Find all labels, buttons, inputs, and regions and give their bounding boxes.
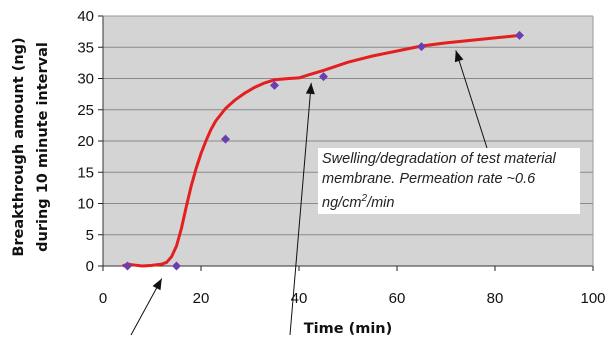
y-axis-label-line-2: during 10 minute interval bbox=[35, 42, 51, 252]
data-point-4 bbox=[270, 80, 279, 90]
annotation-box: Swelling/degradation of test material me… bbox=[318, 148, 580, 214]
y-axis-label-line-1: Breakthrough amount (ng) bbox=[11, 37, 27, 256]
data-point-6 bbox=[417, 42, 426, 52]
data-point-7 bbox=[515, 30, 524, 40]
x-tick-labels: 0 20 40 60 80 100 bbox=[99, 290, 606, 307]
x-tick-label-80: 80 bbox=[487, 290, 504, 307]
y-tick-label-15: 15 bbox=[77, 164, 94, 181]
x-tick-label-20: 20 bbox=[193, 290, 210, 307]
plateau-arrow-head bbox=[305, 82, 315, 95]
data-points bbox=[123, 30, 524, 271]
annotation-superscript: 2 bbox=[361, 193, 368, 204]
y-tick-label-5: 5 bbox=[86, 227, 94, 244]
y-tick-labels: 0 5 10 15 20 25 30 35 40 bbox=[77, 8, 94, 275]
plateau-arrow-shaft bbox=[289, 82, 312, 336]
y-tick-label-40: 40 bbox=[77, 8, 94, 25]
x-tick-label-60: 60 bbox=[389, 290, 406, 307]
y-tick-label-30: 30 bbox=[77, 71, 94, 88]
x-tick-label-40: 40 bbox=[291, 290, 308, 307]
x-axis-label: Time (min) bbox=[304, 321, 393, 337]
fit-curve bbox=[122, 33, 520, 268]
y-tick-label-25: 25 bbox=[77, 102, 94, 119]
data-point-3 bbox=[221, 134, 230, 144]
x-tick-label-0: 0 bbox=[99, 290, 107, 307]
slope-arrow-shaft bbox=[455, 50, 488, 149]
y-tick-label-20: 20 bbox=[77, 133, 94, 150]
slope-arrow-head bbox=[454, 50, 464, 63]
annotation-arrows bbox=[130, 50, 488, 336]
annotation-text: Swelling/degradation of test material me… bbox=[322, 151, 556, 211]
y-tick-label-10: 10 bbox=[77, 196, 94, 213]
data-point-5 bbox=[319, 72, 328, 82]
y-tick-label-0: 0 bbox=[86, 258, 94, 275]
y-tick-label-35: 35 bbox=[77, 39, 94, 56]
x-tick-label-100: 100 bbox=[580, 290, 605, 307]
data-point-1 bbox=[123, 261, 132, 271]
annotation-text-end: /min bbox=[367, 194, 395, 211]
onset-arrow-head bbox=[152, 278, 162, 291]
axes bbox=[102, 15, 594, 267]
data-point-2 bbox=[172, 261, 181, 271]
